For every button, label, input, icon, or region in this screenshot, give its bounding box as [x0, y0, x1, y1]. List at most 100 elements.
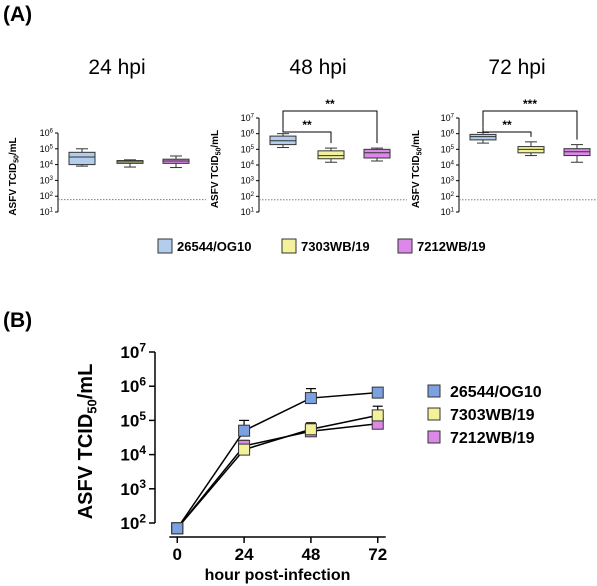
data-point — [238, 443, 251, 456]
y-tick-label: 103 — [241, 176, 255, 186]
y-tick-label-base: 10 — [441, 191, 451, 201]
y-tick-label: 103 — [40, 175, 54, 185]
series-0 — [176, 388, 383, 529]
y-tick-label: 101 — [40, 207, 54, 217]
y-axis-label: ASFV TCID50/mL — [411, 130, 423, 208]
series-2 — [176, 417, 383, 529]
line-y-tick-label: 106 — [120, 375, 146, 397]
legend-label: 7303WB/19 — [301, 239, 370, 254]
y-tick-label-base: 10 — [241, 191, 251, 201]
box-body — [317, 150, 345, 160]
line-y-tick-label-base: 10 — [120, 480, 139, 499]
y-tick-label-base: 10 — [241, 144, 251, 154]
legend-label: 7212WB/19 — [417, 239, 486, 254]
legend-swatch — [397, 238, 413, 254]
y-tick-label: 107 — [441, 113, 455, 123]
y-axis-label-main: ASFV TCID — [210, 155, 221, 208]
legend-swatch — [157, 238, 173, 254]
line-y-tick-label: 102 — [120, 511, 146, 533]
box-1 — [116, 159, 144, 168]
line-y-tick-label-base: 10 — [120, 343, 139, 362]
box-body — [68, 151, 96, 166]
significance-bracket: ** — [482, 118, 532, 137]
y-tick-label-base: 10 — [40, 160, 50, 170]
line-legend-swatch — [427, 407, 441, 421]
legend-item-2: 7212WB/19 — [397, 238, 486, 254]
line-y-tick-label-base: 10 — [120, 377, 139, 396]
data-point — [304, 392, 317, 405]
y-tick-label-base: 10 — [441, 207, 451, 217]
y-axis-label-main: ASFV TCID — [411, 155, 422, 208]
line-y-tick-label: 107 — [120, 340, 146, 362]
y-tick-label-base: 10 — [241, 113, 251, 123]
y-tick-label: 106 — [441, 129, 455, 139]
y-tick-label-exp: 2 — [251, 192, 255, 198]
y-tick-label-base: 10 — [441, 176, 451, 186]
significance-bracket: ** — [282, 97, 378, 144]
legend-item-1: 7303WB/19 — [281, 238, 370, 254]
line-x-tick-label: 72 — [368, 545, 387, 564]
line-y-tick-label-exp: 5 — [139, 409, 146, 423]
y-tick-label-base: 10 — [441, 160, 451, 170]
y-tick-label-exp: 7 — [251, 114, 255, 120]
legend-item-0: 26544/OG10 — [157, 238, 251, 254]
y-tick-label-exp: 6 — [251, 129, 255, 135]
line-legend-label: 7212WB/19 — [450, 430, 535, 447]
data-point — [238, 424, 251, 437]
line-y-tick-label-exp: 3 — [139, 477, 146, 491]
line-legend-label: 7303WB/19 — [450, 407, 535, 424]
y-tick-label: 103 — [441, 176, 455, 186]
y-axis-label-tail: /mL — [8, 137, 19, 155]
y-tick-label-exp: 2 — [50, 192, 54, 198]
legend-label: 26544/OG10 — [177, 239, 251, 254]
box-1 — [317, 147, 345, 163]
bracket-line — [482, 127, 532, 137]
y-tick-label: 104 — [441, 160, 455, 170]
series-line — [176, 422, 378, 529]
y-tick-label-exp: 4 — [50, 160, 54, 166]
line-legend-item-1: 7303WB/19 — [427, 407, 535, 424]
box-body — [469, 133, 497, 141]
box-0 — [269, 133, 297, 149]
y-tick-label: 107 — [241, 113, 255, 123]
significance-bracket: ** — [282, 118, 332, 144]
line-y-axis-label-main: ASFV TCID — [75, 414, 97, 520]
y-tick-label: 105 — [241, 144, 255, 154]
significance-label: *** — [523, 97, 537, 111]
y-tick-label-exp: 4 — [451, 161, 455, 167]
significance-label: ** — [502, 118, 512, 132]
panel-label-b: (B) — [3, 309, 32, 332]
series-points-0 — [171, 386, 384, 535]
box-2 — [363, 147, 391, 162]
line-y-tick-label: 103 — [120, 477, 146, 499]
panel-label-a: (A) — [3, 3, 32, 26]
y-tick-label-exp: 2 — [451, 192, 455, 198]
box-0 — [68, 148, 96, 167]
data-point — [171, 522, 184, 535]
y-tick-label-exp: 3 — [251, 176, 255, 182]
bracket-line — [282, 128, 332, 144]
line-y-tick-label: 104 — [120, 443, 146, 465]
y-tick-label-base: 10 — [40, 144, 50, 154]
y-tick-label-exp: 6 — [50, 129, 54, 135]
y-axis-label-tail: /mL — [210, 130, 221, 148]
box-0 — [469, 131, 497, 144]
y-tick-label-exp: 5 — [50, 145, 54, 151]
line-y-axis-label: ASFV TCID50/mL — [75, 364, 100, 520]
series-points-1 — [171, 409, 384, 535]
y-tick-label-base: 10 — [40, 128, 50, 138]
significance-label: ** — [302, 118, 312, 132]
box-1 — [517, 141, 545, 157]
y-tick-label: 102 — [441, 191, 455, 201]
y-tick-label: 101 — [441, 207, 455, 217]
y-tick-label-base: 10 — [441, 144, 451, 154]
y-tick-label-base: 10 — [441, 113, 451, 123]
legend-swatch — [281, 238, 297, 254]
y-tick-label: 102 — [241, 191, 255, 201]
data-point — [304, 423, 317, 436]
